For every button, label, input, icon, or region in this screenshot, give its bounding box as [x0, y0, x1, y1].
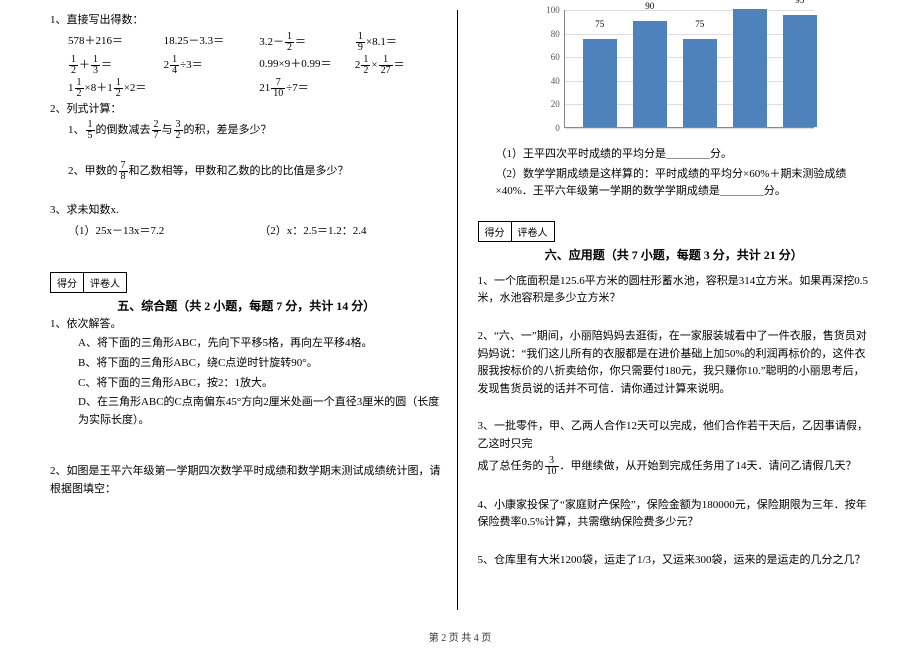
chart-bar [783, 15, 817, 127]
right-column: 75907510095 020406080100 （1）王平四次平时成绩的平均分… [478, 10, 871, 610]
eq [164, 78, 252, 99]
chart-bar-label: 75 [583, 19, 617, 29]
q2-heading: 2、列式计算： [50, 101, 443, 119]
chart-bar [633, 21, 667, 127]
q3-items: （1）25x－13x＝7.2 （2）x：2.5＝1.2：2.4 [68, 222, 443, 238]
eq: 212×127＝ [355, 55, 443, 76]
chart-bar-label: 95 [783, 0, 817, 5]
chart-q1: （1）王平四次平时成绩的平均分是＿＿＿＿分。 [478, 146, 871, 164]
q2-sub2: 2、甲数的78和乙数相等，甲数和乙数的比的比值是多少？ [50, 161, 443, 182]
chart-gridline [565, 34, 814, 35]
eq-row-1: 578＋216＝ 18.25－3.3＝ 3.2－12＝ 19×8.1＝ [68, 32, 443, 53]
chart-bar [733, 9, 767, 127]
score-label: 得分 [479, 222, 512, 241]
eq: 19×8.1＝ [355, 32, 443, 53]
eq: 21710÷7＝ [259, 78, 347, 99]
chart-gridline [565, 128, 814, 129]
score-box: 得分 评卷人 [50, 272, 127, 293]
q5-2: 2、如图是王平六年级第一学期四次数学平时成绩和数学期末测试成绩统计图，请根据图填… [50, 463, 443, 498]
section-6-title: 六、应用题（共 7 小题，每题 3 分，共计 21 分） [478, 246, 871, 263]
eq: 3.2－12＝ [259, 32, 347, 53]
q5-1-heading: 1、依次解答。 [50, 316, 443, 334]
chart-bar [583, 39, 617, 128]
q6-4: 4、小康家投保了“家庭财产保险”，保险金额为180000元，保险期限为三年．按年… [478, 497, 871, 532]
q6-3b: 成了总任务的310．甲继续做，从开始到完成任务用了14天．请问乙请假几天？ [478, 456, 871, 477]
grader-label: 评卷人 [512, 222, 554, 241]
chart-bar-label: 75 [683, 19, 717, 29]
eq: 578＋216＝ [68, 32, 156, 53]
section-6-header: 得分 评卷人 [478, 221, 871, 242]
eq: 18.25－3.3＝ [164, 32, 252, 53]
eq: 112×8＋112×2＝ [68, 78, 156, 99]
q5-1-c: C、将下面的三角形ABC，按2：1放大。 [50, 375, 443, 393]
score-label: 得分 [51, 273, 84, 292]
q5-1-a: A、将下面的三角形ABC，先向下平移5格，再向左平移4格。 [50, 335, 443, 353]
page: 1、直接写出得数： 578＋216＝ 18.25－3.3＝ 3.2－12＝ 19… [50, 10, 870, 610]
grader-label: 评卷人 [84, 273, 126, 292]
chart-ylabel: 0 [534, 123, 560, 133]
q2-sub1: 1、15的倒数减去27与32的积，差是多少？ [50, 120, 443, 141]
score-box: 得分 评卷人 [478, 221, 555, 242]
q6-1: 1、一个底面积是125.6平方米的圆柱形蓄水池，容积是314立方米。如果再深挖0… [478, 273, 871, 308]
chart-bar-label: 90 [633, 1, 667, 11]
q6-5: 5、仓库里有大米1200袋，运走了1/3，又运来300袋，运来的是运走的几分之几… [478, 552, 871, 570]
q3-item-1: （1）25x－13x＝7.2 [68, 222, 251, 238]
eq-row-3: 112×8＋112×2＝ 21710÷7＝ [68, 78, 443, 99]
q5-1-b: B、将下面的三角形ABC，绕C点逆时针旋转90°。 [50, 355, 443, 373]
eq: 214÷3＝ [164, 55, 252, 76]
chart-ylabel: 60 [534, 52, 560, 62]
section-5-title: 五、综合题（共 2 小题，每题 7 分，共计 14 分） [50, 297, 443, 314]
eq-row-2: 12＋13＝ 214÷3＝ 0.99×9＋0.99＝ 212×127＝ [68, 55, 443, 76]
eq [355, 78, 443, 99]
chart-q2: （2）数学学期成绩是这样算的：平时成绩的平均分×60%＋期末测验成绩×40%．王… [478, 166, 871, 201]
eq: 12＋13＝ [68, 55, 156, 76]
section-5-header: 得分 评卷人 [50, 272, 443, 293]
bar-chart: 75907510095 020406080100 [534, 10, 814, 140]
chart-ylabel: 100 [534, 5, 560, 15]
q3-item-2: （2）x：2.5＝1.2：2.4 [259, 222, 442, 238]
q3-heading: 3、求未知数x. [50, 202, 443, 220]
chart-ylabel: 80 [534, 29, 560, 39]
left-column: 1、直接写出得数： 578＋216＝ 18.25－3.3＝ 3.2－12＝ 19… [50, 10, 458, 610]
eq: 0.99×9＋0.99＝ [259, 55, 347, 76]
q6-2: 2、“六、一”期间，小丽陪妈妈去逛街，在一家服装城看中了一件衣服，售货员对妈妈说… [478, 328, 871, 398]
chart-bar [683, 39, 717, 128]
page-footer: 第 2 页 共 4 页 [0, 629, 920, 644]
chart-plot: 75907510095 [564, 10, 814, 128]
q6-3a: 3、一批零件，甲、乙两人合作12天可以完成，他们合作若干天后，乙因事请假，乙这时… [478, 418, 871, 453]
q1-heading: 1、直接写出得数： [50, 12, 443, 30]
chart-ylabel: 20 [534, 99, 560, 109]
chart-gridline [565, 10, 814, 11]
q5-1-d: D、在三角形ABC的C点南偏东45°方向2厘米处画一个直径3厘米的圆（长度为实际… [50, 394, 443, 429]
chart-ylabel: 40 [534, 76, 560, 86]
